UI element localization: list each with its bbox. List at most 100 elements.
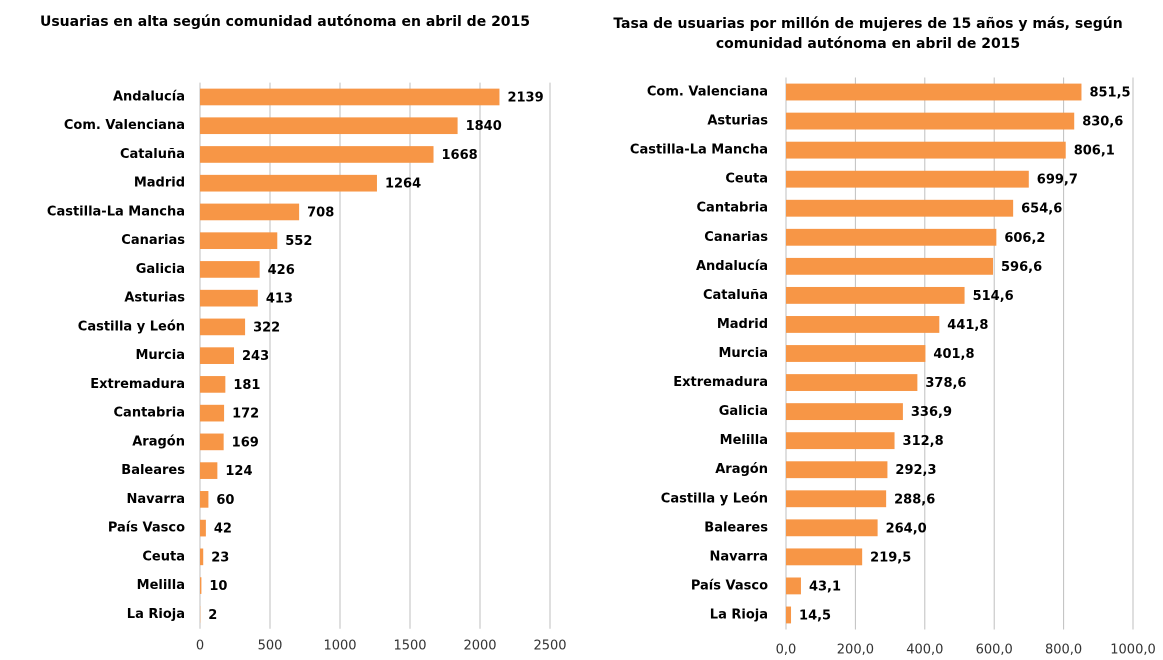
bar [200,146,434,163]
y-tick-label: País Vasco [691,578,768,593]
y-tick-label: Cantabria [114,406,186,421]
value-label: 2139 [507,90,543,105]
x-tick-label: 1500 [393,639,426,654]
bar [786,461,888,479]
bar [786,490,887,508]
bar [200,232,278,250]
value-label: 378,6 [925,376,966,391]
x-tick-label: 500 [258,639,283,654]
x-tick-label: 800,0 [1045,643,1082,658]
y-tick-label: Murcia [718,346,768,361]
value-label: 699,7 [1037,173,1078,188]
value-label: 1264 [385,177,421,192]
value-label: 2 [208,608,217,623]
value-label: 264,0 [886,521,927,536]
value-label: 312,8 [903,434,944,449]
y-tick-label: Com. Valenciana [64,118,185,133]
x-tick-label: 2000 [463,639,496,654]
bar [786,141,1066,159]
bar [786,199,1014,217]
bar [200,318,246,336]
value-label: 606,2 [1004,231,1045,246]
y-tick-label: Aragón [715,462,768,477]
value-label: 10 [209,579,227,594]
x-tick-label: 0,0 [776,643,797,658]
x-tick-label: 2500 [533,639,566,654]
value-label: 413 [266,292,293,307]
bar [200,289,258,307]
value-label: 596,6 [1001,260,1042,275]
y-tick-label: La Rioja [710,607,768,622]
y-tick-label: Castilla-La Mancha [630,143,768,158]
value-label: 322 [253,320,280,335]
y-tick-label: Galicia [719,404,768,419]
bar [200,203,300,221]
y-tick-label: Madrid [717,317,768,332]
value-label: 552 [285,234,312,249]
value-label: 23 [211,550,229,565]
y-tick-label: Baleares [121,463,185,478]
bar [200,117,458,135]
x-tick-label: 1000,0 [1110,643,1156,658]
bar [200,174,377,192]
value-label: 851,5 [1089,86,1130,101]
value-label: 336,9 [911,405,952,420]
value-label: 654,6 [1021,202,1062,217]
bar [200,577,202,594]
bar [786,548,863,566]
y-tick-label: Cataluña [120,147,185,162]
value-label: 43,1 [809,579,841,594]
value-label: 830,6 [1082,115,1123,130]
bar [786,257,994,275]
value-label: 426 [268,263,295,278]
y-tick-label: Galicia [136,262,185,277]
value-label: 181 [233,378,260,393]
y-tick-label: La Rioja [127,607,185,622]
bar [786,345,926,362]
y-tick-label: Extremadura [90,377,185,392]
bar [786,112,1075,130]
bar [200,88,500,106]
x-tick-label: 200,0 [837,643,874,658]
bar [200,433,224,451]
y-tick-label: Baleares [704,520,768,535]
y-tick-label: Ceuta [725,172,768,187]
value-label: 243 [242,349,269,364]
bar [786,374,918,391]
y-tick-label: Canarias [121,233,185,248]
value-label: 169 [232,435,259,450]
bar [786,286,965,304]
value-label: 514,6 [973,289,1014,304]
bar [786,519,878,537]
value-label: 14,5 [799,608,831,623]
x-tick-label: 0 [196,639,204,654]
value-label: 708 [307,205,334,220]
y-tick-label: Melilla [137,578,185,593]
bar [200,376,226,393]
value-label: 219,5 [870,550,911,565]
y-tick-label: Cataluña [703,288,768,303]
y-tick-label: Murcia [135,348,185,363]
y-tick-label: Navarra [127,492,186,507]
y-tick-label: Andalucía [696,259,768,274]
bar [786,228,997,246]
value-label: 441,8 [947,318,988,333]
y-tick-label: Asturias [707,114,768,129]
value-label: 292,3 [895,463,936,478]
x-tick-label: 600,0 [976,643,1013,658]
y-tick-label: Andalucía [113,89,185,104]
y-tick-label: Com. Valenciana [647,85,768,100]
y-tick-label: País Vasco [108,521,185,536]
y-tick-label: Navarra [710,549,769,564]
y-tick-label: Canarias [704,230,768,245]
x-tick-label: 1000 [323,639,356,654]
value-label: 401,8 [933,347,974,362]
value-label: 1840 [466,119,502,134]
y-tick-label: Castilla y León [78,319,185,334]
y-tick-label: Castilla y León [661,491,768,506]
bar [786,316,940,333]
bar [786,577,801,595]
bar [200,519,206,537]
